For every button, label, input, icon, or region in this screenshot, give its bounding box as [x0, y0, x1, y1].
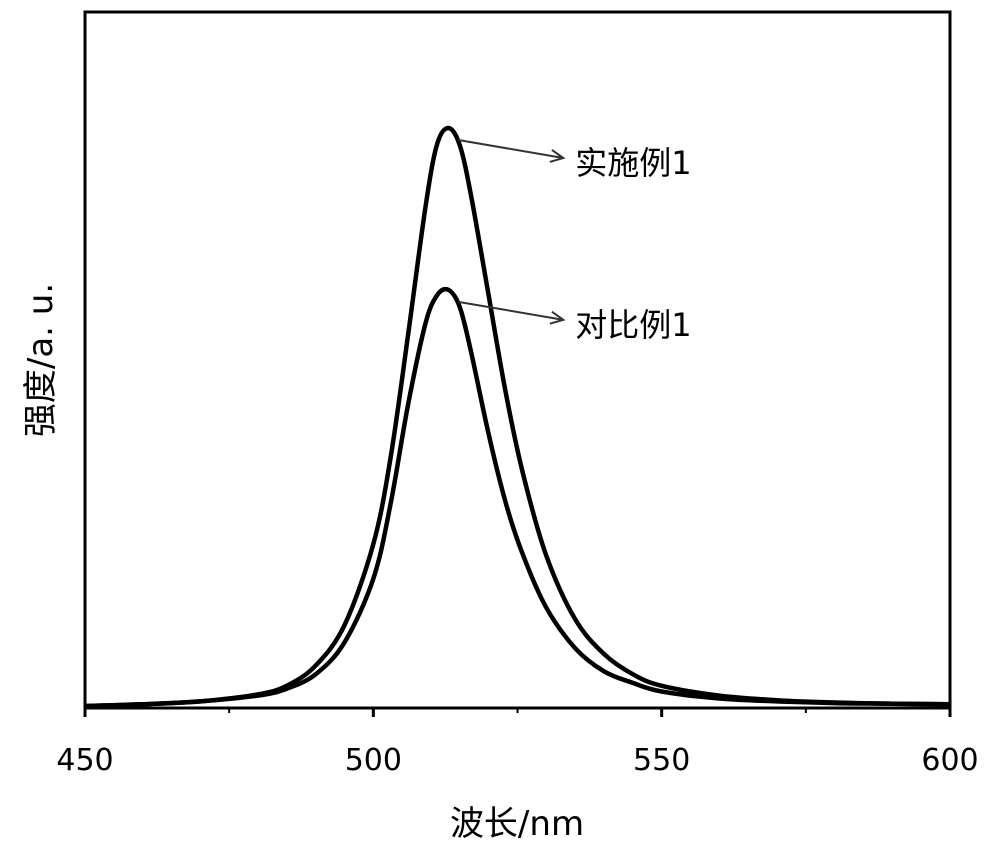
- series-line-1: [85, 128, 950, 706]
- annotation-label-1: 实施例1: [575, 144, 691, 182]
- x-tick-label: 500: [345, 743, 402, 778]
- annotation-label-2: 对比例1: [575, 306, 691, 344]
- annotation-arrow-line: [458, 140, 563, 158]
- x-tick-label: 550: [633, 743, 690, 778]
- y-axis-title: 强度/a. u.: [21, 283, 61, 437]
- x-tick-label: 450: [56, 743, 113, 778]
- plot-frame: [85, 12, 950, 708]
- x-axis-title: 波长/nm: [450, 804, 584, 844]
- x-tick-label: 600: [921, 743, 978, 778]
- series-lines: [85, 128, 950, 706]
- plot-border: [85, 12, 950, 708]
- x-axis-ticks: 450 500 550 600: [56, 708, 978, 778]
- series-line-2: [85, 289, 950, 706]
- annotation-arrow-line: [458, 302, 563, 320]
